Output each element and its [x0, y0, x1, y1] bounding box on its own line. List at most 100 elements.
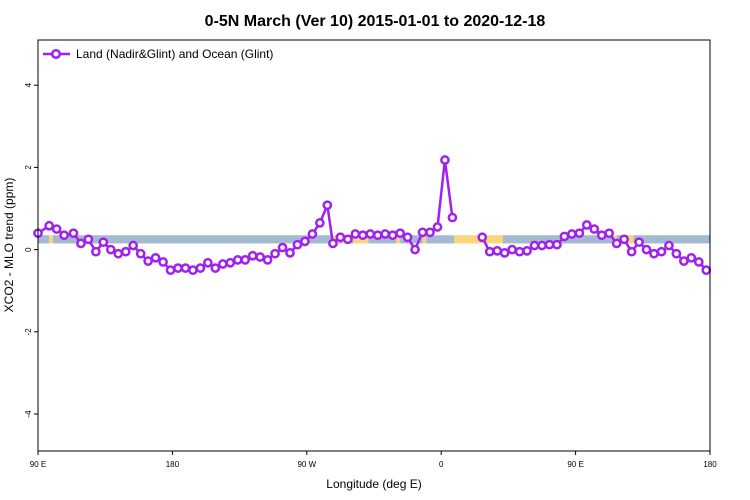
legend-marker-swatch	[50, 48, 62, 60]
data-point	[247, 250, 258, 261]
data-point	[552, 239, 562, 250]
data-point	[135, 248, 146, 259]
data-point	[410, 244, 420, 255]
data-point	[365, 229, 376, 239]
data-point	[335, 232, 346, 243]
data-point	[492, 245, 503, 256]
x-tick-label: 0	[439, 460, 444, 469]
data-point	[128, 240, 139, 251]
data-point	[150, 252, 161, 263]
data-point	[44, 220, 55, 231]
data-point	[188, 265, 198, 276]
data-point	[395, 228, 405, 239]
data-point	[76, 238, 86, 249]
data-point	[105, 244, 116, 255]
data-point	[567, 229, 577, 239]
data-point	[270, 248, 280, 259]
data-point	[649, 248, 659, 259]
x-axis-ticks: 90 E 180 90 W 0 90 E 180	[30, 451, 717, 469]
data-point	[158, 257, 168, 267]
data-point	[300, 236, 310, 247]
legend-entry-label: Land (Nadir&Glint) and Ocean (Glint)	[76, 47, 273, 61]
data-point	[387, 230, 398, 241]
data-point	[322, 200, 333, 211]
data-point	[232, 255, 243, 265]
data-point	[499, 248, 510, 258]
data-point	[574, 228, 585, 239]
y-tick-label: 4	[24, 82, 33, 87]
x-tick-label: 180	[166, 460, 180, 469]
data-point	[307, 229, 318, 239]
y-tick-label: -2	[24, 328, 33, 336]
series-points-layer	[33, 155, 712, 276]
data-point	[402, 232, 413, 243]
data-point	[120, 246, 131, 257]
data-point	[165, 265, 176, 276]
data-point	[611, 238, 622, 249]
data-point	[477, 232, 488, 243]
chart-title: 0-5N March (Ver 10) 2015-01-01 to 2020-1…	[205, 13, 546, 30]
data-point	[693, 257, 704, 267]
data-point	[701, 265, 712, 276]
data-point	[447, 212, 458, 223]
data-point	[589, 224, 600, 234]
y-tick-label: -4	[24, 410, 33, 418]
data-point	[634, 237, 644, 248]
data-point	[51, 224, 62, 234]
y-axis-label: XCO2 - MLO trend (ppm)	[2, 178, 16, 313]
data-point	[255, 252, 265, 262]
data-point	[619, 234, 629, 245]
band-segment-ocean-10	[368, 235, 397, 244]
data-point	[225, 257, 236, 268]
data-point	[180, 263, 191, 273]
band-segment-ocean-20	[633, 235, 710, 244]
data-point	[440, 155, 450, 165]
y-axis-ticks: -4 -2 0 2 4	[24, 82, 38, 418]
band-segment-land-13	[422, 235, 427, 244]
data-point	[343, 234, 353, 245]
x-tick-label: 180	[703, 460, 717, 469]
x-axis-label: Longitude (deg E)	[326, 477, 421, 491]
band-segment-land-19	[627, 235, 634, 244]
band-segment-ocean-14	[426, 235, 455, 244]
data-point	[173, 263, 183, 273]
data-point	[83, 234, 94, 245]
data-point	[113, 248, 124, 259]
data-point	[686, 252, 697, 263]
data-point	[195, 263, 206, 273]
data-point	[292, 239, 303, 250]
data-point	[315, 218, 325, 228]
data-point	[98, 237, 109, 248]
data-point	[91, 246, 101, 257]
data-point	[559, 231, 570, 242]
x-tick-label: 90 E	[567, 460, 583, 469]
y-tick-label: 0	[24, 247, 33, 252]
band-segment-ocean-0	[38, 235, 50, 244]
data-point	[143, 256, 153, 266]
data-point	[217, 259, 228, 269]
data-point	[328, 238, 338, 249]
band-segment-land-11	[396, 235, 401, 244]
data-point	[537, 240, 547, 251]
plot-frame	[37, 39, 711, 452]
data-point	[596, 230, 607, 241]
data-point	[507, 244, 517, 255]
data-point	[656, 246, 667, 257]
data-point	[425, 227, 435, 238]
x-tick-label: 90 E	[30, 460, 46, 469]
data-point	[380, 229, 391, 239]
band-segment-ocean-4	[90, 235, 332, 244]
data-point	[285, 248, 295, 258]
y-tick-label: 2	[24, 165, 33, 170]
band-segment-ocean-2	[52, 235, 87, 244]
data-point	[544, 239, 555, 250]
data-point	[522, 245, 532, 256]
data-point	[679, 256, 689, 266]
data-point	[240, 255, 251, 265]
x-tick-label: 90 W	[297, 460, 316, 469]
data-point	[604, 228, 615, 239]
data-point	[59, 230, 69, 241]
data-point	[664, 240, 674, 251]
data-point	[210, 263, 221, 273]
